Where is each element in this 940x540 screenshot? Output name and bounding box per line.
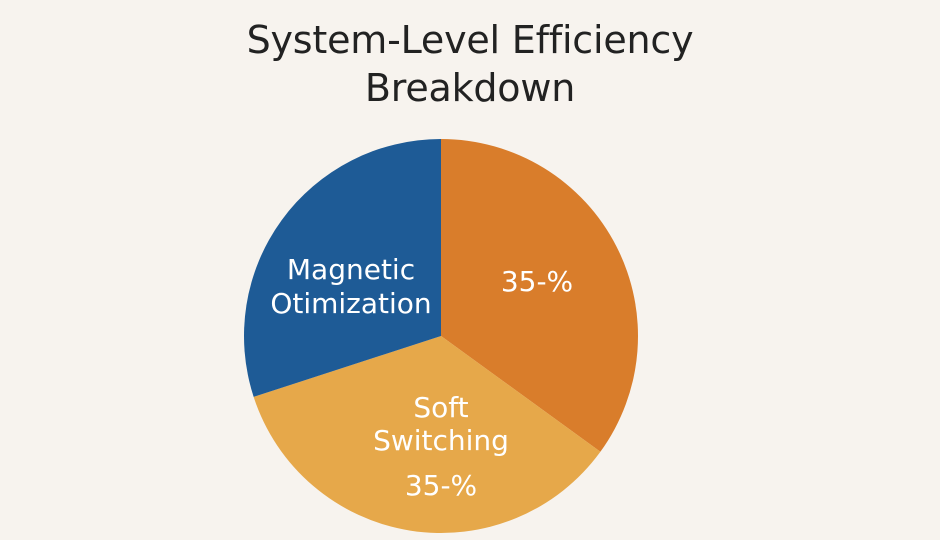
pie-label-soft-switching-3: 35-%	[405, 469, 477, 502]
pie-label-magnetic-optimization-2: Otimization	[270, 287, 431, 320]
pie-label-soft-switching-1: Soft	[413, 391, 468, 424]
chart-title-line-2: Breakdown	[364, 66, 576, 110]
pie-label-magnetic-optimization-1: Magnetic	[287, 253, 415, 286]
chart-title-line-1: System-Level Efficiency	[246, 18, 694, 62]
pie-label-soft-switching-2: Switching	[373, 424, 509, 457]
pie-slice-top-right-slice	[441, 139, 638, 452]
pie-slice-soft-switching	[253, 336, 601, 533]
pie-label-top-right-slice-1: 35-%	[501, 265, 573, 298]
pie-slice-magnetic-optimization	[243, 139, 441, 397]
chart-title: System-Level Efficiency Breakdown	[0, 16, 940, 112]
